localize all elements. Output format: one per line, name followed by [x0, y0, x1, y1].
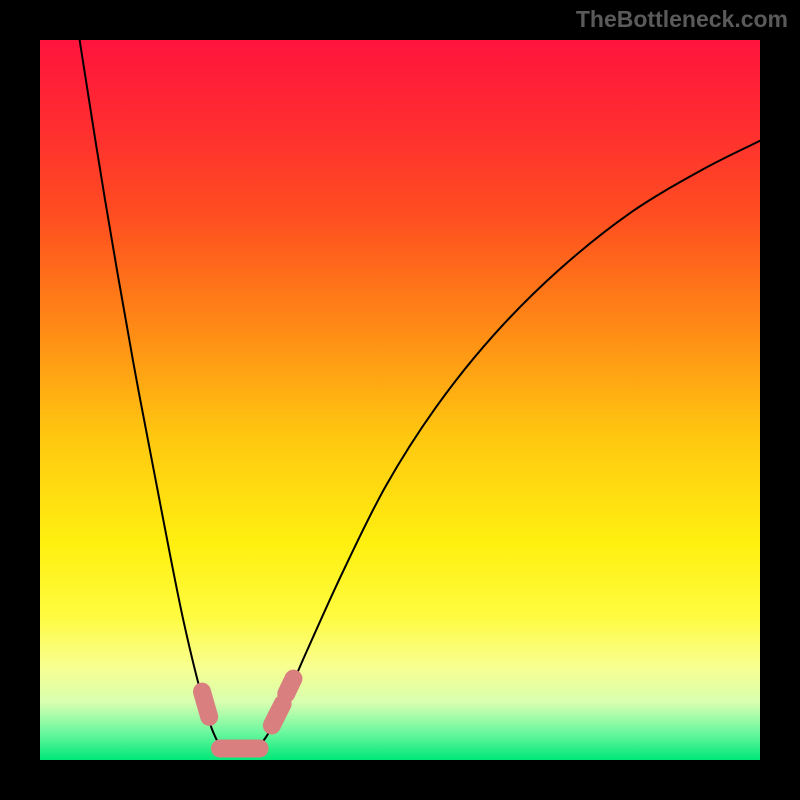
plot-area	[40, 40, 760, 760]
plot-svg	[40, 40, 760, 760]
watermark-label: TheBottleneck.com	[576, 6, 788, 33]
curve-marker	[202, 692, 209, 717]
curve-marker	[272, 704, 283, 726]
plot-background	[40, 40, 760, 760]
chart-canvas: TheBottleneck.com	[0, 0, 800, 800]
curve-marker	[286, 679, 293, 694]
